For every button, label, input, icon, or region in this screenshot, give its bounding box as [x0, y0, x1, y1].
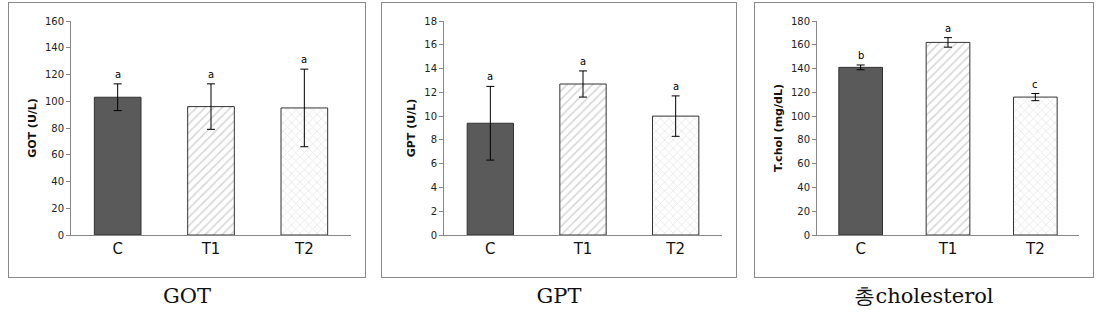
- svg-text:6: 6: [431, 158, 437, 169]
- svg-text:120: 120: [791, 87, 810, 98]
- svg-text:100: 100: [791, 111, 810, 122]
- svg-text:b: b: [858, 50, 864, 61]
- svg-text:14: 14: [424, 63, 437, 74]
- svg-text:T1: T1: [938, 240, 958, 258]
- svg-text:18: 18: [424, 16, 437, 27]
- svg-text:140: 140: [791, 63, 810, 74]
- svg-text:T2: T2: [1025, 240, 1045, 258]
- svg-text:10: 10: [424, 111, 437, 122]
- svg-text:80: 80: [51, 123, 64, 134]
- svg-text:16: 16: [424, 39, 437, 50]
- svg-text:20: 20: [797, 206, 810, 217]
- svg-text:140: 140: [45, 42, 64, 53]
- svg-text:T1: T1: [201, 240, 221, 258]
- svg-text:C: C: [112, 240, 122, 258]
- svg-text:T1: T1: [573, 240, 593, 258]
- svg-text:a: a: [208, 69, 214, 80]
- svg-text:0: 0: [58, 230, 64, 241]
- html-text:GPT: GPT: [536, 284, 582, 308]
- svg-text:GOT (U/L): GOT (U/L): [26, 98, 39, 158]
- svg-text:a: a: [115, 69, 121, 80]
- svg-text:20: 20: [51, 203, 64, 214]
- svg-text:GPT (U/L): GPT (U/L): [405, 99, 418, 157]
- svg-text:120: 120: [45, 69, 64, 80]
- svg-text:40: 40: [51, 176, 64, 187]
- svg-text:2: 2: [431, 206, 437, 217]
- svg-text:80: 80: [797, 134, 810, 145]
- svg-text:160: 160: [791, 39, 810, 50]
- svg-text:a: a: [487, 71, 493, 82]
- svg-text:a: a: [673, 81, 679, 92]
- svg-text:180: 180: [791, 16, 810, 27]
- svg-text:100: 100: [45, 96, 64, 107]
- svg-text:60: 60: [797, 158, 810, 169]
- svg-text:T2: T2: [294, 240, 314, 258]
- svg-text:T2: T2: [665, 240, 685, 258]
- svg-text:C: C: [855, 240, 865, 258]
- html-text:총cholesterol: 총cholesterol: [854, 284, 994, 308]
- svg-text:a: a: [945, 23, 951, 34]
- svg-text:C: C: [485, 240, 495, 258]
- svg-text:c: c: [1032, 79, 1038, 90]
- svg-text:60: 60: [51, 149, 64, 160]
- svg-text:a: a: [301, 54, 307, 65]
- svg-text:0: 0: [431, 230, 437, 241]
- svg-text:8: 8: [431, 134, 437, 145]
- html-text:GOT: GOT: [163, 284, 211, 308]
- svg-text:4: 4: [431, 182, 437, 193]
- svg-text:40: 40: [797, 182, 810, 193]
- svg-text:12: 12: [424, 87, 437, 98]
- svg-text:T.chol (mg/dL): T.chol (mg/dL): [772, 84, 785, 172]
- svg-text:0: 0: [804, 230, 810, 241]
- svg-text:a: a: [580, 56, 586, 67]
- svg-text:160: 160: [45, 16, 64, 27]
